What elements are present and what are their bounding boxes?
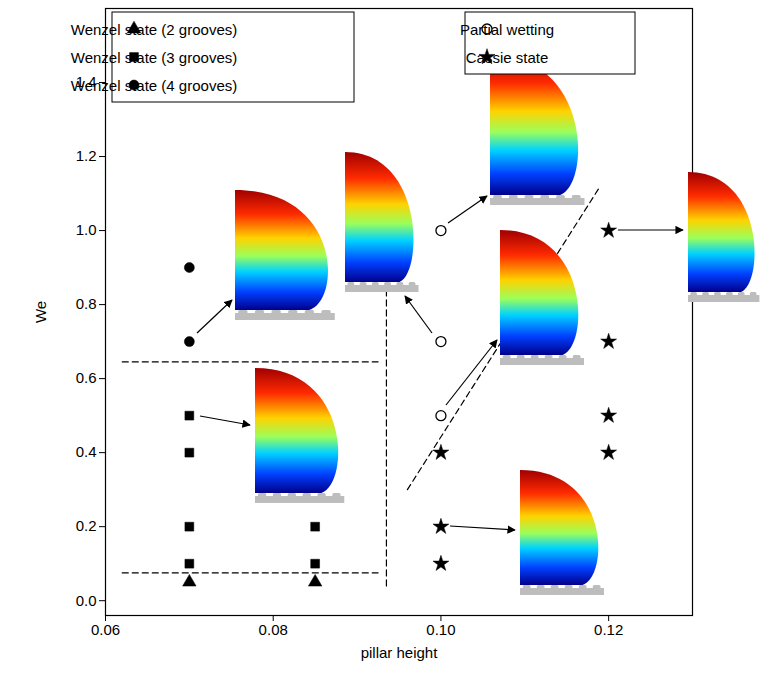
- svg-text:Partial wetting: Partial wetting: [460, 21, 554, 38]
- svg-text:0.6: 0.6: [76, 369, 97, 386]
- svg-text:0.06: 0.06: [91, 621, 120, 638]
- svg-text:Wenzel state (3 grooves): Wenzel state (3 grooves): [71, 49, 237, 66]
- svg-text:pillar height: pillar height: [361, 644, 439, 661]
- svg-text:0.08: 0.08: [259, 621, 288, 638]
- svg-text:0.0: 0.0: [76, 591, 97, 608]
- svg-text:0.10: 0.10: [426, 621, 455, 638]
- svg-text:We: We: [32, 301, 49, 323]
- svg-text:Wenzel state (2 grooves): Wenzel state (2 grooves): [71, 21, 237, 38]
- svg-text:0.4: 0.4: [76, 443, 97, 460]
- svg-text:Cassie state: Cassie state: [466, 49, 549, 66]
- svg-text:0.8: 0.8: [76, 295, 97, 312]
- svg-text:1.2: 1.2: [76, 147, 97, 164]
- svg-text:0.2: 0.2: [76, 517, 97, 534]
- svg-text:Wenzel state (4 grooves): Wenzel state (4 grooves): [71, 77, 237, 94]
- svg-text:0.12: 0.12: [594, 621, 623, 638]
- svg-text:1.0: 1.0: [76, 221, 97, 238]
